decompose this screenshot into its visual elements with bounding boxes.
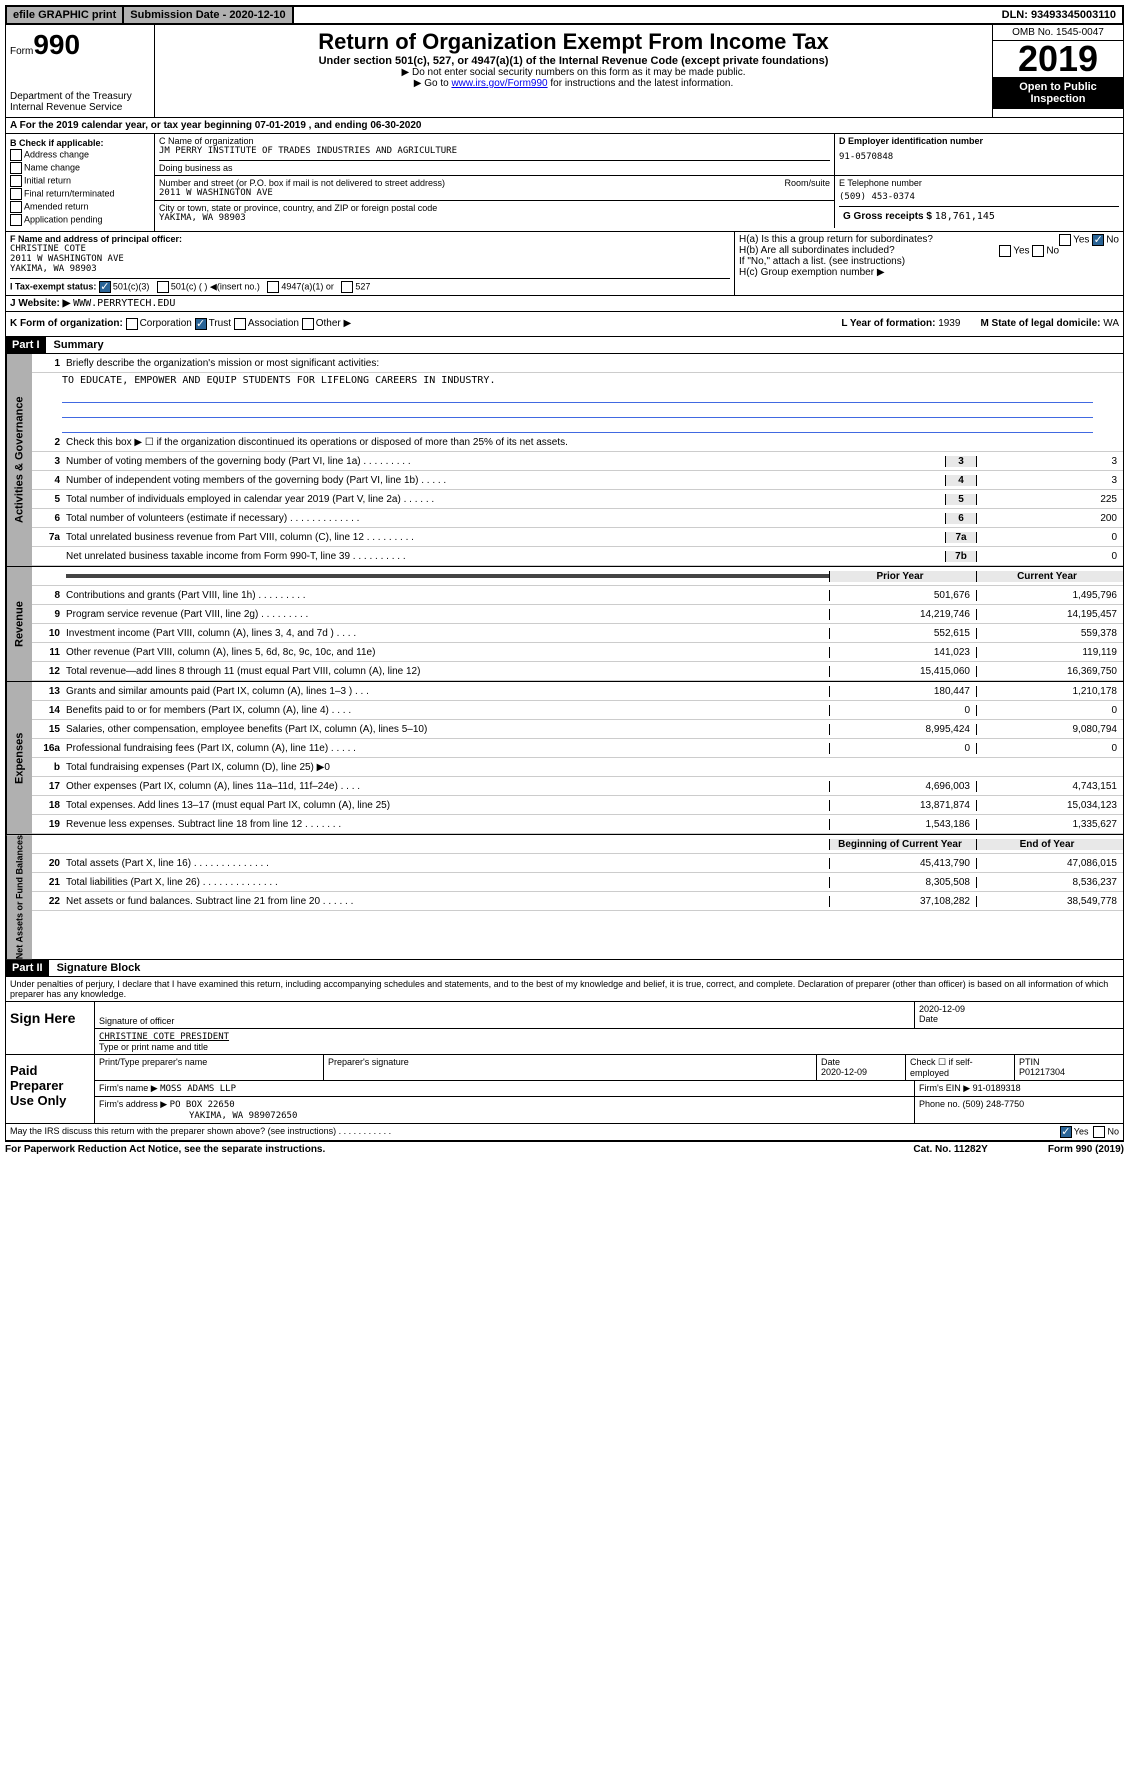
expenses-section: Expenses 13Grants and similar amounts pa… [5, 682, 1124, 835]
chk-501c3[interactable] [99, 281, 111, 293]
paid-preparer-label: Paid Preparer Use Only [6, 1055, 95, 1123]
side-revenue: Revenue [6, 567, 32, 681]
part2-header: Part II Signature Block [5, 960, 1124, 977]
sig-officer-label: Signature of officer [95, 1002, 915, 1028]
chk-address-change[interactable]: Address change [10, 149, 150, 161]
hb-label: H(b) Are all subordinates included? [739, 245, 895, 256]
side-expenses: Expenses [6, 682, 32, 834]
chk-4947[interactable] [267, 281, 279, 293]
form-prefix: Form [10, 46, 33, 57]
netassets-section: Net Assets or Fund Balances Beginning of… [5, 835, 1124, 960]
chk-trust[interactable] [195, 318, 207, 330]
irs-link[interactable]: www.irs.gov/Form990 [451, 78, 547, 89]
city-label: City or town, state or province, country… [159, 203, 830, 213]
org-name: JM PERRY INSTITUTE OF TRADES INDUSTRIES … [159, 146, 830, 156]
chk-other[interactable] [302, 318, 314, 330]
hc-label: H(c) Group exemption number ▶ [739, 267, 1119, 278]
form-number: 990 [33, 29, 80, 60]
section-fh: F Name and address of principal officer:… [5, 232, 1124, 296]
chk-527[interactable] [341, 281, 353, 293]
top-bar: efile GRAPHIC print Submission Date - 20… [5, 5, 1124, 25]
chk-discuss-yes[interactable] [1060, 1126, 1072, 1138]
phone-label: E Telephone number [839, 178, 1119, 188]
open-public-badge: Open to Public Inspection [993, 77, 1123, 109]
chk-501c[interactable] [157, 281, 169, 293]
section-bcd: B Check if applicable: Address change Na… [5, 134, 1124, 232]
phone-value: (509) 453-0374 [839, 192, 1119, 202]
hb-note: If "No," attach a list. (see instruction… [739, 256, 1119, 267]
chk-initial[interactable]: Initial return [10, 175, 150, 187]
officer-signed: CHRISTINE COTE PRESIDENT [99, 1032, 229, 1042]
governance-section: Activities & Governance 1Briefly describ… [5, 354, 1124, 567]
page-footer: For Paperwork Reduction Act Notice, see … [5, 1142, 1124, 1157]
section-b-label: B Check if applicable: [10, 138, 150, 148]
chk-corp[interactable] [126, 318, 138, 330]
tax-exempt-label: I Tax-exempt status: [10, 281, 96, 291]
chk-amended[interactable]: Amended return [10, 201, 150, 213]
side-governance: Activities & Governance [6, 354, 32, 566]
website-value: WWW.PERRYTECH.EDU [73, 298, 175, 309]
discuss-text: May the IRS discuss this return with the… [10, 1126, 391, 1138]
revenue-section: Revenue Prior YearCurrent Year 8Contribu… [5, 567, 1124, 682]
officer-addr: 2011 W WASHINGTON AVE YAKIMA, WA 98903 [10, 254, 730, 274]
officer-label: F Name and address of principal officer: [10, 234, 182, 244]
dba-label: Doing business as [159, 160, 830, 173]
gross-value: 18,761,145 [935, 211, 995, 222]
ha-label: H(a) Is this a group return for subordin… [739, 234, 933, 245]
addr-value: 2011 W WASHINGTON AVE [159, 188, 830, 198]
note-link: ▶ Go to www.irs.gov/Form990 for instruct… [159, 78, 988, 89]
signature-section: Under penalties of perjury, I declare th… [5, 977, 1124, 1142]
mission-text: TO EDUCATE, EMPOWER AND EQUIP STUDENTS F… [32, 373, 1123, 388]
chk-final[interactable]: Final return/terminated [10, 188, 150, 200]
dln-label: DLN: 93493345003110 [996, 7, 1122, 23]
addr-label: Number and street (or P.O. box if mail i… [159, 178, 445, 188]
tax-year: 2019 [993, 41, 1123, 77]
perjury-text: Under penalties of perjury, I declare th… [6, 977, 1123, 1001]
row-a-period: A For the 2019 calendar year, or tax yea… [5, 118, 1124, 134]
sign-here-label: Sign Here [6, 1002, 95, 1054]
ein-label: D Employer identification number [839, 136, 1119, 146]
chk-name-change[interactable]: Name change [10, 162, 150, 174]
gross-label: G Gross receipts $ [843, 211, 935, 222]
room-label: Room/suite [784, 178, 830, 188]
chk-pending[interactable]: Application pending [10, 214, 150, 226]
note-ssn: ▶ Do not enter social security numbers o… [159, 67, 988, 78]
side-netassets: Net Assets or Fund Balances [6, 835, 32, 959]
chk-assoc[interactable] [234, 318, 246, 330]
submission-date: Submission Date - 2020-12-10 [124, 7, 293, 23]
efile-button[interactable]: efile GRAPHIC print [7, 7, 124, 23]
section-j: J Website: ▶ WWW.PERRYTECH.EDU [5, 296, 1124, 312]
section-k: K Form of organization: Corporation Trus… [5, 312, 1124, 337]
org-name-label: C Name of organization [159, 136, 830, 146]
form-header: Form990 Department of the Treasury Inter… [5, 25, 1124, 118]
form-subtitle: Under section 501(c), 527, or 4947(a)(1)… [159, 55, 988, 67]
city-value: YAKIMA, WA 98903 [159, 213, 830, 223]
officer-name: CHRISTINE COTE [10, 244, 730, 254]
chk-discuss-no[interactable] [1093, 1126, 1105, 1138]
ein-value: 91-0570848 [839, 152, 1119, 162]
part1-header: Part I Summary [5, 337, 1124, 354]
form-title: Return of Organization Exempt From Incom… [159, 29, 988, 55]
dept-label: Department of the Treasury Internal Reve… [10, 91, 150, 113]
